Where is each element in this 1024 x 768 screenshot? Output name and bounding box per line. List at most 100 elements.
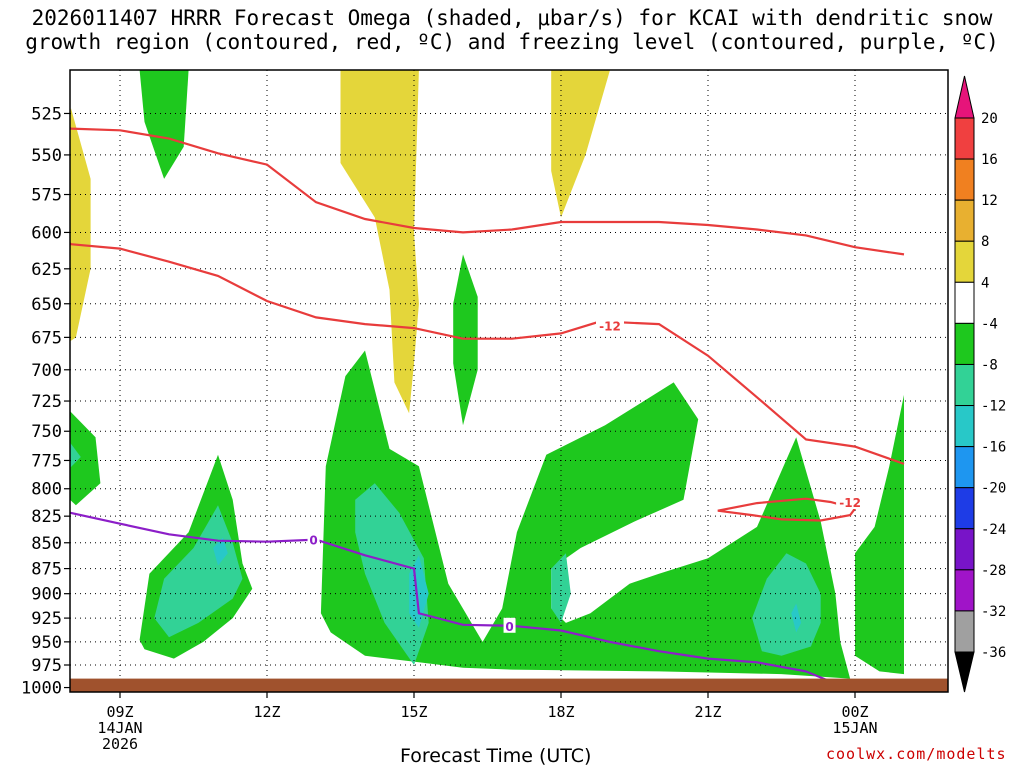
colorbar-bin-4 — [954, 281, 975, 324]
x-tick-label-09Z-0: 09Z — [106, 703, 133, 721]
omega-region-3 — [139, 70, 189, 179]
colorbar-label-4: 4 — [981, 275, 989, 291]
colorbar-label-9: -20 — [981, 481, 1006, 497]
chart-title-line1: 2026011407 HRRR Forecast Omega (shaded, … — [31, 6, 993, 30]
colorbar-bin-1 — [954, 158, 975, 201]
dgz-contour-label-3: -12 — [839, 496, 861, 510]
y-tick-label-975: 975 — [31, 656, 62, 676]
colorbar-label-5: -4 — [981, 316, 998, 332]
x-tick-label-09Z-1: 14JAN — [97, 719, 142, 737]
colorbar-bin-5 — [954, 322, 975, 365]
y-tick-label-700: 700 — [31, 361, 62, 381]
y-tick-label-775: 775 — [31, 451, 62, 471]
omega-region-16 — [791, 603, 802, 633]
y-tick-label-950: 950 — [31, 633, 62, 653]
colorbar-bin-3 — [954, 240, 975, 283]
x-tick-label-00Z-0: 00Z — [841, 703, 868, 721]
colorbar-bin-10 — [954, 528, 975, 571]
dgz-contour-0 — [70, 126, 905, 256]
ground-terrain — [70, 678, 948, 692]
x-tick-label-09Z-2: 2026 — [102, 735, 138, 753]
colorbar-bin-0 — [954, 117, 975, 160]
y-tick-label-825: 825 — [31, 507, 62, 527]
y-tick-label-525: 525 — [31, 104, 62, 124]
plot-frame — [69, 69, 949, 693]
omega-region-5 — [453, 254, 478, 426]
omega-region-15 — [213, 537, 228, 566]
omega-region-7 — [320, 350, 851, 679]
y-tick-label-850: 850 — [31, 534, 62, 554]
omega-region-11 — [355, 483, 429, 665]
ground-fill — [70, 678, 948, 692]
contour-labels: -12 -12 0 0 — [307, 317, 865, 634]
freezing-label-bg-1 — [503, 617, 516, 633]
axes: 525 550 575 600 625 650 675 700 725 750 775 800 825 8… — [21, 104, 878, 753]
x-tick-label-21Z-0: 21Z — [694, 703, 721, 721]
omega-region-1 — [340, 70, 419, 414]
dgz-contour-1 — [70, 242, 905, 465]
colorbar-bottom-triangle — [954, 651, 975, 693]
colorbar-label-8: -16 — [981, 440, 1006, 456]
dgz-label-bg-3 — [836, 494, 865, 510]
y-tick-label-875: 875 — [31, 560, 62, 580]
freezing-label-bg-0 — [307, 531, 320, 547]
omega-region-2 — [551, 70, 610, 218]
omega-region-8 — [855, 394, 904, 675]
y-tick-label-675: 675 — [31, 328, 62, 348]
omega-region-10 — [70, 442, 81, 468]
x-axis-title: Forecast Time (UTC) — [400, 745, 592, 767]
colorbar-label-6: -8 — [981, 357, 998, 373]
colorbar-bin-11 — [954, 569, 975, 612]
x-tick-label-12Z-0: 12Z — [253, 703, 280, 721]
y-tick-label-1000: 1000 — [21, 679, 62, 699]
colorbar-bin-12 — [954, 610, 975, 653]
freezing-level-label-1: 0 — [505, 620, 513, 634]
omega-shading — [70, 70, 904, 679]
omega-region-12 — [551, 553, 571, 623]
colorbar-bin-7 — [954, 405, 975, 448]
omega-region-13 — [752, 553, 821, 656]
omega-region-9 — [154, 505, 243, 638]
colorbar-top-triangle — [954, 75, 975, 119]
colorbar-label-0: 20 — [981, 111, 998, 127]
colorbar-bin-8 — [954, 446, 975, 489]
colorbar-bin-6 — [954, 363, 975, 407]
colorbar: 20 16 12 8 4 -4 -8 -12 -16 -20 -24 -28 -32 -36 — [954, 75, 1006, 693]
colorbar-bin-9 — [954, 487, 975, 530]
credit-text: coolwx.com/modelts — [826, 745, 1007, 763]
omega-region-4 — [70, 411, 101, 506]
gridlines — [70, 70, 948, 692]
freezing-level-contour — [70, 511, 846, 689]
y-tick-label-750: 750 — [31, 422, 62, 442]
x-tick-label-00Z-1: 15JAN — [832, 719, 877, 737]
y-tick-label-550: 550 — [31, 146, 62, 166]
colorbar-label-7: -12 — [981, 399, 1006, 415]
colorbar-label-13: -36 — [981, 645, 1006, 661]
y-tick-label-925: 925 — [31, 609, 62, 629]
y-tick-label-725: 725 — [31, 392, 62, 412]
x-tick-label-15Z-0: 15Z — [400, 703, 427, 721]
colorbar-label-2: 12 — [981, 193, 998, 209]
y-tick-label-800: 800 — [31, 480, 62, 500]
y-tick-label-650: 650 — [31, 295, 62, 315]
freezing-level-label-0: 0 — [309, 534, 317, 548]
y-tick-label-625: 625 — [31, 260, 62, 280]
y-tick-label-575: 575 — [31, 186, 62, 206]
colorbar-bin-2 — [954, 199, 975, 242]
colorbar-label-10: -24 — [981, 522, 1006, 538]
colorbar-label-11: -28 — [981, 563, 1006, 579]
chart-title-line2: growth region (contoured, red, ºC) and f… — [25, 30, 999, 54]
dgz-contour-3 — [717, 497, 857, 522]
dgz-label-bg-2 — [596, 317, 624, 333]
dgz-contour-label-2: -12 — [599, 319, 621, 333]
y-tick-label-600: 600 — [31, 223, 62, 243]
colorbar-label-12: -32 — [981, 604, 1006, 620]
colorbar-label-1: 16 — [981, 152, 998, 168]
colorbar-label-3: 8 — [981, 234, 989, 250]
contours — [70, 126, 905, 689]
omega-region-0 — [70, 108, 91, 342]
chart-title: 2026011407 HRRR Forecast Omega (shaded, … — [0, 6, 1024, 54]
x-tick-label-18Z-0: 18Z — [547, 703, 574, 721]
y-tick-label-900: 900 — [31, 585, 62, 605]
